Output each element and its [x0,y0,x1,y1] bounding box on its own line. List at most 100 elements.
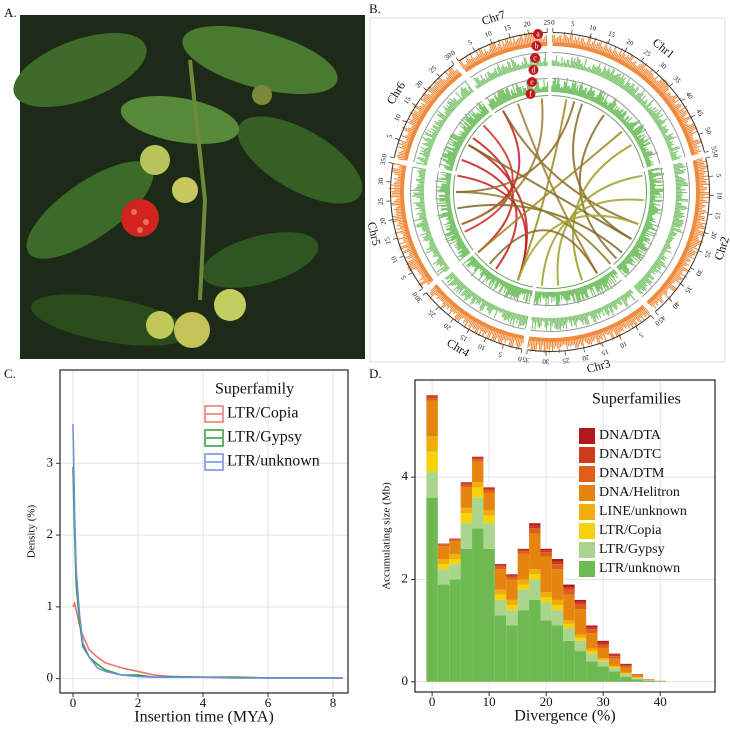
histogram-bar [551,564,564,570]
circos-tick-label: 10 [477,342,487,352]
circos-tick-label: 35 [379,157,388,166]
circos-tick-label: 10 [393,113,403,123]
circos-tick-label: 35 [683,284,694,295]
circos: 0 5 10152025303540455055Chr105101520253035… [365,7,730,376]
circos-tick-label: 25 [377,197,385,205]
legend-title: Superfamily [215,381,294,398]
track-texture [551,77,659,168]
circos-tick [436,73,440,77]
histogram-bar [483,489,495,493]
histogram-bar [540,548,552,551]
histogram-bar [472,461,484,483]
histogram-bar [540,556,552,593]
histogram-bar [506,575,518,577]
histogram-bar [563,623,575,629]
track-texture [649,157,711,309]
histogram-bar [563,594,575,621]
histogram-bar [540,602,552,621]
circos-tick-label: 0 [517,354,522,363]
legend-swatch [579,485,595,501]
histogram-bar [472,497,484,529]
histogram-bar [620,672,632,674]
histogram-bar [483,523,495,549]
histogram-bar [540,597,552,603]
histogram-bar [586,651,598,654]
histogram-bar [529,528,541,534]
histogram-bar [494,594,507,600]
histogram-bar [597,644,609,649]
histogram-bar [506,610,518,626]
histogram-bar [608,653,621,655]
chromosome-label: Chr3 [585,356,612,376]
histogram-bar [529,525,541,529]
track-label: c [533,53,537,62]
panel-label: A. [4,5,17,20]
histogram-bar [574,609,587,635]
histogram-bar [586,661,598,682]
synteny-link [461,98,544,226]
circos-tick-label: 15 [458,332,469,343]
track-texture [411,166,450,275]
track-texture [531,289,636,331]
circos-tick [607,39,611,44]
circos-tick [690,267,695,271]
y-tick-label: 2 [47,526,54,541]
synteny-link [578,114,618,260]
legend-swatch [579,542,595,558]
circos-tick [392,237,397,240]
circos-tick-label: 40 [670,300,681,311]
histogram-bar [654,680,666,682]
circos-tick-label: 25 [642,48,653,59]
circos-tick [399,255,404,258]
legend-label: DNA/DTM [599,466,665,481]
histogram-bar [472,528,484,682]
histogram-bar [586,629,598,634]
histogram-bar [506,574,518,576]
histogram-bar [597,658,609,660]
histogram-bar [472,482,484,488]
legend-label: LTR/Copia [227,405,298,422]
histogram-bar [551,605,564,611]
histogram-bar [597,640,609,643]
x-tick-label: 40 [654,694,667,709]
histogram-bar [426,497,438,682]
histogram-bar [529,574,541,580]
circos-tick [408,272,413,276]
circos-tick [402,119,407,123]
histogram-bar [654,681,666,682]
histogram-bar [449,564,461,580]
track-line [551,78,661,164]
track-orange [400,164,434,283]
photo [13,15,365,359]
track-badge [527,77,537,87]
circos-tick [669,83,674,87]
histogram-bar [551,625,564,682]
histogram-bar [460,523,473,549]
track-texture [552,32,703,155]
histogram-bar [437,559,450,565]
histogram-bar [529,579,541,600]
plot-frame [414,379,716,693]
histogram-bar [643,680,655,682]
histogram-bar [529,523,541,526]
histogram-bar [563,640,575,682]
histogram-bar [620,673,632,675]
circos-tick [422,292,427,296]
circos-tick-label: 20 [379,217,388,226]
synteny-link [477,130,623,254]
histogram-bar [483,510,495,516]
circos-tick [706,156,711,159]
circos-tick [483,338,486,343]
track-label: b [535,41,539,50]
histogram-bar [426,451,438,473]
histogram-bar [631,674,644,676]
circos-tick [571,29,573,34]
panel-label: C. [4,366,16,381]
histogram-bar [494,569,507,590]
synteny-link [516,214,639,281]
histogram-bar [449,553,461,560]
circos-tick-label: 0 [711,153,720,159]
histogram-bar [437,584,450,682]
histogram-bar [620,667,632,673]
histogram-bar [506,579,518,600]
